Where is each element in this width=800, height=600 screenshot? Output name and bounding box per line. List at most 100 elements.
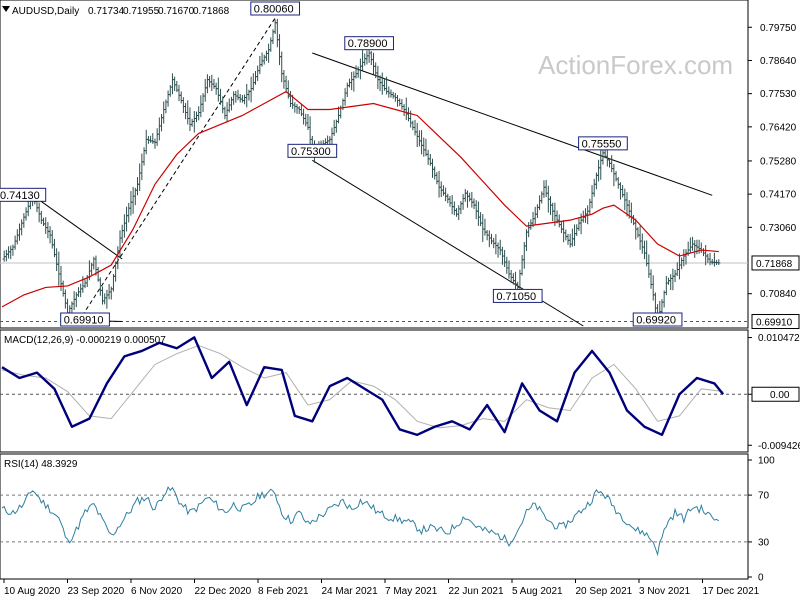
price-bar <box>664 275 668 296</box>
price-bar <box>483 218 487 236</box>
price-bar <box>22 213 26 228</box>
price-bar <box>489 233 494 245</box>
price-bar <box>144 129 148 155</box>
price-bar <box>129 191 133 216</box>
price-bar <box>24 207 28 221</box>
price-bar <box>544 179 548 198</box>
price-bar <box>577 217 581 231</box>
price-bar <box>138 163 142 192</box>
price-bar <box>693 240 697 258</box>
price-bar <box>282 69 286 89</box>
price-annotation-box <box>250 1 301 16</box>
price-ytick-label: 0.74170 <box>760 190 797 201</box>
price-bar <box>404 97 408 121</box>
price-bar <box>666 277 671 285</box>
price-bar <box>527 222 531 238</box>
price-bar <box>6 246 11 259</box>
price-bar <box>37 202 41 223</box>
price-bar <box>181 97 185 114</box>
price-panel-frame <box>0 0 749 329</box>
current-price-label: 0.71868 <box>756 259 793 270</box>
price-bar <box>297 106 301 114</box>
price-bar <box>350 71 354 91</box>
price-bar <box>157 117 161 141</box>
rsi-title: RSI(14) 48.3929 <box>4 459 78 470</box>
price-bar <box>494 234 498 255</box>
price-bar <box>2 250 6 262</box>
macd-current-label: 0.00 <box>770 390 790 401</box>
price-bar <box>430 158 435 178</box>
price-bar <box>496 242 500 258</box>
price-bar <box>444 187 448 202</box>
price-bar <box>135 177 140 196</box>
macd-signal-line <box>1 344 724 429</box>
price-title: AUDUSD,Daily <box>12 6 79 17</box>
price-bar <box>435 172 439 185</box>
price-bar <box>179 91 183 104</box>
price-bar <box>131 186 135 214</box>
price-bar <box>159 114 164 132</box>
price-bar <box>572 224 577 246</box>
price-annotation-label: 0.71050 <box>496 291 536 303</box>
price-bar <box>671 268 675 291</box>
price-bar <box>503 249 507 268</box>
price-bar <box>551 202 555 222</box>
price-bar <box>669 274 673 290</box>
price-bar <box>105 289 109 309</box>
price-bar <box>20 219 24 236</box>
dropdown-triangle-icon <box>2 6 10 12</box>
price-bar <box>173 76 177 92</box>
price-bar <box>537 195 542 211</box>
price-bar <box>59 265 63 291</box>
price-bar <box>704 244 708 266</box>
price-bar <box>170 73 175 95</box>
price-bar <box>682 249 686 267</box>
price-bar <box>640 233 644 254</box>
price-bar <box>612 164 616 187</box>
price-bar <box>371 52 376 75</box>
trendline <box>32 194 123 260</box>
price-bar <box>61 280 65 297</box>
price-bar <box>183 102 188 120</box>
price-bar <box>153 138 157 149</box>
price-bar <box>520 255 524 276</box>
macd-panel-frame <box>0 329 749 453</box>
rsi-panel-frame <box>0 453 749 580</box>
price-ytick-label: 0.70840 <box>760 289 797 300</box>
price-bar <box>540 191 544 204</box>
price-bar <box>166 90 170 107</box>
price-bar <box>433 166 437 180</box>
current-price-box <box>751 255 800 271</box>
price-bar <box>706 253 710 264</box>
price-bar <box>162 101 166 124</box>
price-bar <box>205 74 210 94</box>
price-bar <box>44 217 48 234</box>
price-bar <box>103 293 107 305</box>
price-bar <box>293 102 297 113</box>
price-bar <box>72 291 76 311</box>
price-bar <box>498 239 502 256</box>
price-bar <box>712 252 717 267</box>
price-bar <box>649 269 653 289</box>
trendline <box>312 159 584 327</box>
price-ytick-label: 0.77530 <box>760 89 797 100</box>
price-bar <box>140 153 144 181</box>
price-bar <box>533 206 537 225</box>
x-tick-label: 23 Sep 2020 <box>68 586 125 597</box>
price-bar <box>446 193 450 204</box>
price-bar <box>284 75 288 93</box>
price-bar <box>588 198 592 215</box>
price-bar <box>127 202 131 223</box>
price-bar <box>17 223 22 241</box>
macd-line <box>1 336 725 437</box>
price-bar <box>63 289 67 309</box>
price-bar <box>262 54 266 65</box>
price-bar <box>645 240 649 267</box>
x-tick-label: 24 Mar 2021 <box>322 586 379 597</box>
rsi-plot: 100 70 30 0 <box>0 456 775 584</box>
price-bar <box>251 73 255 91</box>
price-bar <box>210 74 214 92</box>
price-bar <box>415 122 419 148</box>
